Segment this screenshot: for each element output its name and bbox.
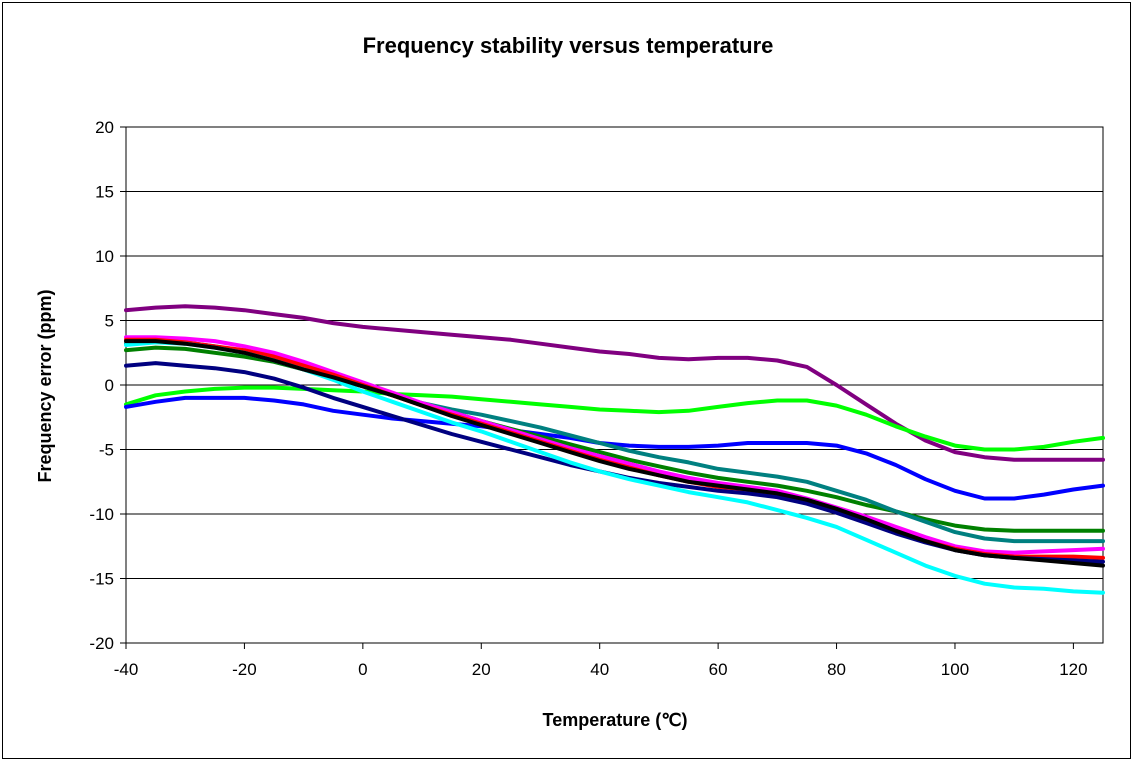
- chart-title: Frequency stability versus temperature: [363, 33, 774, 58]
- series-line-3: [124, 395, 1105, 501]
- y-tick-label: 5: [105, 312, 114, 331]
- y-tick-label: -20: [89, 634, 114, 653]
- series-line-10: [124, 339, 1105, 568]
- y-tick-label: 0: [105, 376, 114, 395]
- x-tick-label: 100: [941, 660, 969, 679]
- x-tick-label: 40: [590, 660, 609, 679]
- series-line-2: [124, 385, 1105, 452]
- x-axis-ticks: -40 -20 0 20 40 60 80 100 120: [114, 643, 1088, 679]
- y-tick-label: 20: [95, 118, 114, 137]
- x-tick-label: -40: [114, 660, 139, 679]
- gridlines: [126, 191, 1103, 579]
- x-tick-label: 20: [472, 660, 491, 679]
- y-axis-ticks: -20 -15 -10 -5 0 5 10 15 20: [89, 118, 126, 653]
- x-tick-label: 80: [827, 660, 846, 679]
- y-axis-title: Frequency error (ppm): [35, 289, 55, 482]
- y-tick-label: 15: [95, 183, 114, 202]
- x-axis-title: Temperature (℃): [543, 710, 688, 730]
- x-tick-label: -20: [232, 660, 257, 679]
- y-tick-label: -5: [99, 441, 114, 460]
- series-lines: [124, 304, 1105, 595]
- series-line-1: [124, 304, 1105, 462]
- series-line-5: [124, 339, 1105, 544]
- y-tick-label: -15: [89, 570, 114, 589]
- series-line-6: [124, 335, 1105, 555]
- y-tick-label: 10: [95, 247, 114, 266]
- y-tick-label: -10: [89, 505, 114, 524]
- series-line-4: [124, 345, 1105, 533]
- x-tick-label: 120: [1059, 660, 1087, 679]
- x-tick-label: 0: [358, 660, 367, 679]
- x-tick-label: 60: [709, 660, 728, 679]
